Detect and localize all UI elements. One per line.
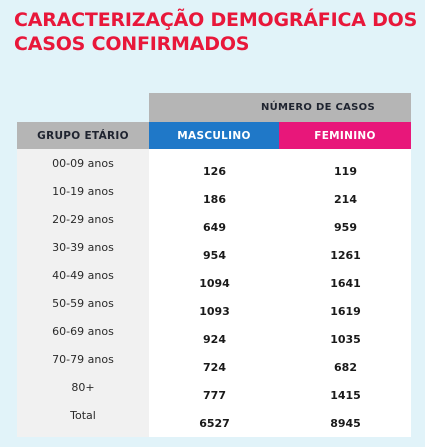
table-row: 126 119: [149, 157, 411, 185]
header-row: GRUPO ETÁRIO MASCULINO FEMININO: [17, 122, 411, 149]
feminino-total: 8945: [330, 416, 361, 430]
table-row: 1094 1641: [149, 269, 411, 297]
age-cell-total: Total: [70, 408, 96, 422]
masculino-value: 954: [203, 248, 226, 262]
feminino-value: 1641: [330, 276, 361, 290]
masculino-value: 126: [203, 164, 226, 178]
feminino-value: 1261: [330, 248, 361, 262]
masculino-value: 186: [203, 192, 226, 206]
masculino-value: 1094: [199, 276, 230, 290]
header-age-group: GRUPO ETÁRIO: [17, 122, 149, 149]
header-feminino: FEMININO: [279, 122, 411, 149]
age-cell: 30-39 anos: [52, 240, 114, 254]
table-body: 00-09 anos 10-19 anos 20-29 anos 30-39 a…: [17, 149, 411, 437]
table-row-total: 6527 8945: [149, 409, 411, 437]
cases-table: NÚMERO DE CASOS GRUPO ETÁRIO MASCULINO F…: [17, 93, 411, 437]
age-cell: 60-69 anos: [52, 324, 114, 338]
table-row: 777 1415: [149, 381, 411, 409]
age-cell: 10-19 anos: [52, 184, 114, 198]
feminino-value: 119: [334, 164, 357, 178]
group-header-label: NÚMERO DE CASOS: [260, 102, 375, 113]
masculino-value: 1093: [199, 304, 230, 318]
header-masculino: MASCULINO: [149, 122, 279, 149]
masculino-value: 649: [203, 220, 226, 234]
feminino-value: 1035: [330, 332, 361, 346]
masculino-value: 724: [203, 360, 226, 374]
masculino-total: 6527: [199, 416, 230, 430]
age-cell: 50-59 anos: [52, 296, 114, 310]
table-row: 924 1035: [149, 325, 411, 353]
table-row: 724 682: [149, 353, 411, 381]
age-cell: 20-29 anos: [52, 212, 114, 226]
feminino-value: 1619: [330, 304, 361, 318]
table-row: 954 1261: [149, 241, 411, 269]
table-row: 186 214: [149, 185, 411, 213]
feminino-value: 959: [334, 220, 357, 234]
page-title: CARACTERIZAÇÃO DEMOGRÁFICA DOS CASOS CON…: [14, 9, 418, 55]
masculino-value: 924: [203, 332, 226, 346]
table-row: 649 959: [149, 213, 411, 241]
age-cell: 80+: [71, 380, 95, 394]
age-cell: 00-09 anos: [52, 156, 114, 170]
table-row: 1093 1619: [149, 297, 411, 325]
feminino-value: 1415: [330, 388, 361, 402]
age-column: 00-09 anos 10-19 anos 20-29 anos 30-39 a…: [17, 149, 149, 437]
feminino-value: 214: [334, 192, 357, 206]
masculino-value: 777: [203, 388, 226, 402]
age-cell: 40-49 anos: [52, 268, 114, 282]
feminino-value: 682: [334, 360, 357, 374]
age-cell: 70-79 anos: [52, 352, 114, 366]
group-header: NÚMERO DE CASOS: [149, 93, 411, 122]
values-column: 126 119 186 214 649 959 954 1261 1094 16…: [149, 149, 411, 437]
